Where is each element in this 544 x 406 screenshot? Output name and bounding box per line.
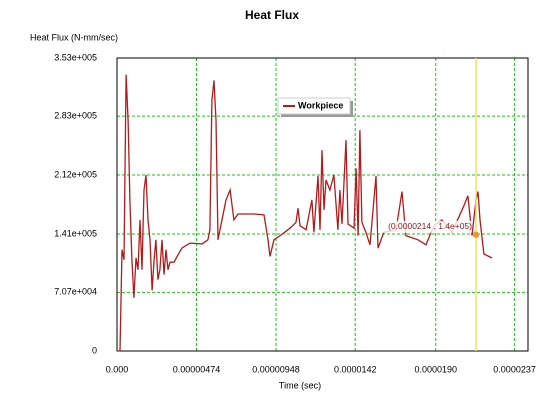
y-tick-label: 2.83e+005 bbox=[54, 110, 97, 120]
x-tick-label: 0.0000190 bbox=[414, 364, 457, 374]
x-axis-label: Time (sec) bbox=[279, 380, 321, 390]
x-tick-label: 0.00000474 bbox=[173, 364, 221, 374]
y-tick-label: 2.12e+005 bbox=[54, 169, 97, 179]
x-tick-label: 0.0000142 bbox=[334, 364, 377, 374]
y-tick-label: 3.53e+005 bbox=[54, 52, 97, 62]
y-axis-label: Heat Flux (N-mm/sec) bbox=[30, 32, 118, 42]
cursor-label: (0.0000214 , 1.4e+05) bbox=[388, 221, 472, 231]
y-tick-label: 0 bbox=[92, 345, 97, 355]
x-tick-label: 0.000 bbox=[106, 364, 129, 374]
x-tick-label: 0.00000948 bbox=[252, 364, 300, 374]
legend-box bbox=[277, 97, 351, 115]
cursor-label-bg bbox=[377, 220, 472, 233]
plot-frame bbox=[116, 57, 529, 352]
chart-title: Heat Flux bbox=[245, 8, 299, 22]
legend: Workpiece bbox=[277, 97, 353, 117]
legend-label: Workpiece bbox=[298, 100, 343, 110]
x-tick-label: 0.0000237 bbox=[493, 364, 536, 374]
y-tick-label: 7.07e+004 bbox=[54, 287, 97, 297]
cursor-marker bbox=[472, 231, 480, 238]
y-tick-label: 1.41e+005 bbox=[54, 228, 97, 238]
